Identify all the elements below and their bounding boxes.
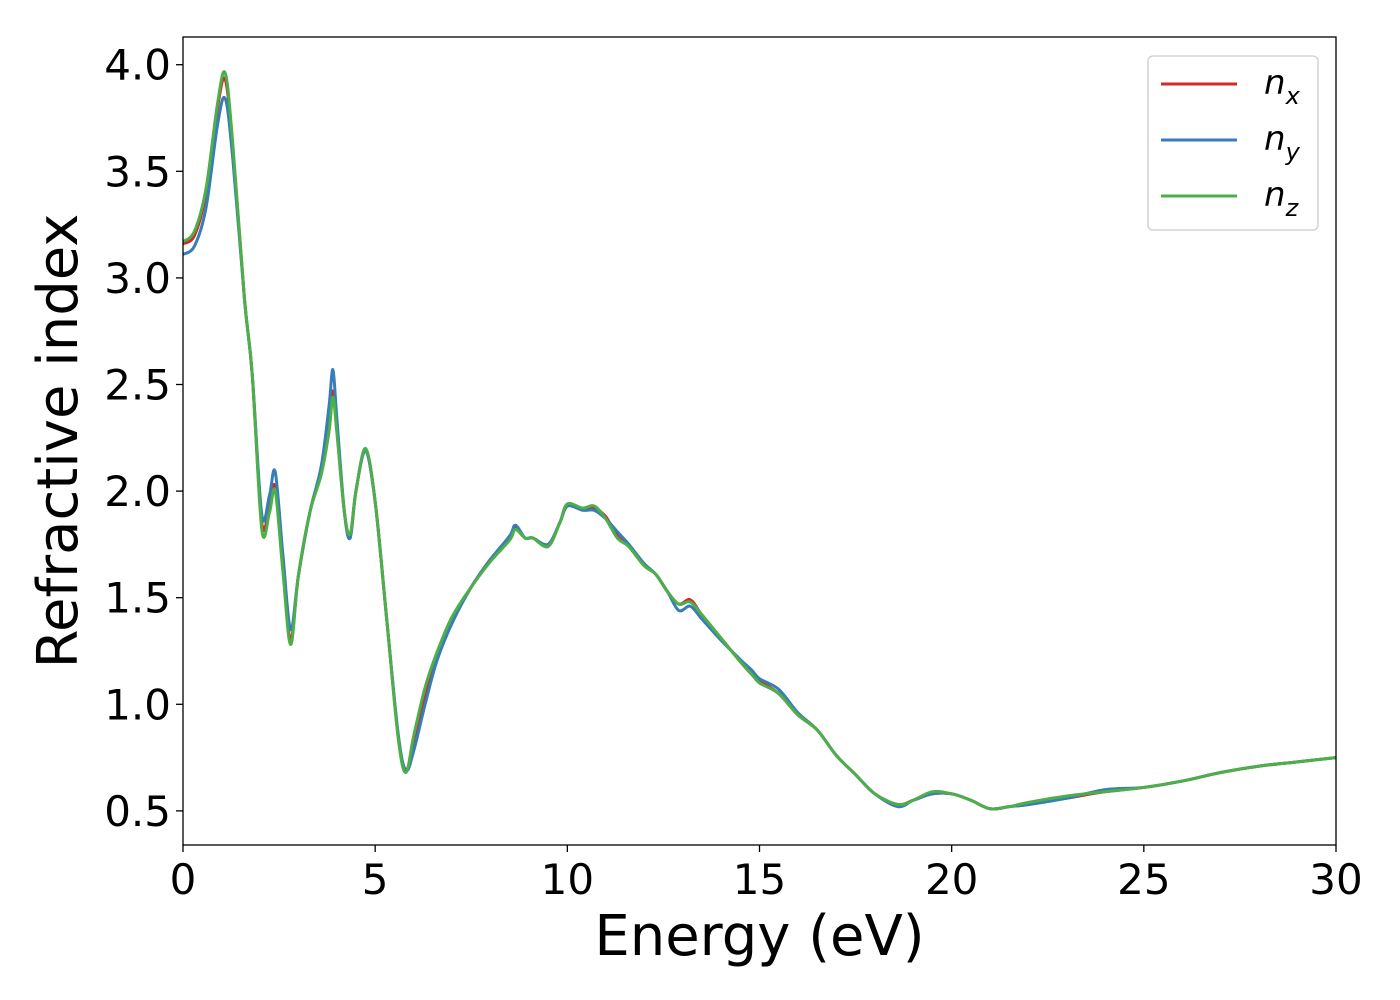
x-tick-label: 10 (541, 855, 594, 904)
plot-lines (183, 70, 1336, 811)
y-tick-label: 3.5 (104, 147, 171, 196)
legend-box (1147, 55, 1319, 231)
x-tick-label: 15 (733, 855, 786, 904)
x-tick-label: 30 (1309, 855, 1362, 904)
x-tick-label: 5 (362, 855, 389, 904)
y-tick-label: 3.0 (104, 254, 171, 303)
legend-entry-label: ny (1264, 119, 1301, 166)
y-axis-title: Refractive index (26, 214, 91, 669)
y-tick-label: 2.0 (104, 467, 171, 516)
x-tick-label: 20 (925, 855, 978, 904)
y-tick-label: 1.5 (104, 574, 171, 623)
x-tick-label: 0 (170, 855, 197, 904)
y-tick-label: 0.5 (104, 787, 171, 836)
y-tick-label: 2.5 (104, 361, 171, 410)
series-line-n-z (183, 70, 1336, 811)
x-axis-ticks: 0 5 10 15 20 25 30 (170, 845, 1363, 904)
y-tick-label: 4.0 (104, 41, 171, 90)
legend-entry-label: nz (1264, 175, 1300, 222)
y-tick-label: 1.0 (104, 680, 171, 729)
y-axis-ticks: 0.5 1.0 1.5 2.0 2.5 3.0 3.5 4.0 (104, 41, 183, 836)
legend-entry-label: nx (1264, 63, 1301, 110)
legend: nx ny nz (1147, 55, 1319, 231)
x-tick-label: 25 (1117, 855, 1170, 904)
series-line-n-y (183, 95, 1336, 811)
x-axis-title: Energy (eV) (594, 904, 924, 969)
